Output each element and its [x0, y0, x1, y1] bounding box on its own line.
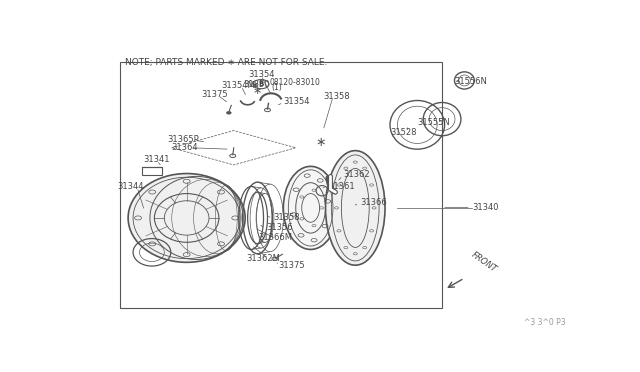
Ellipse shape [284, 166, 338, 250]
Text: ^3 3^0 P3: ^3 3^0 P3 [524, 318, 566, 327]
Text: 31375: 31375 [202, 90, 228, 99]
Text: 31358: 31358 [323, 92, 349, 101]
Text: 31354: 31354 [249, 70, 275, 79]
Ellipse shape [326, 151, 385, 265]
Text: 31556N: 31556N [454, 77, 487, 86]
Text: 31350: 31350 [244, 80, 270, 89]
Text: 31555N: 31555N [417, 118, 450, 127]
Bar [142, 167, 162, 175]
Text: ∗: ∗ [253, 86, 262, 96]
Text: NOTE; PARTS MARKED ∗ ARE NOT FOR SALE.: NOTE; PARTS MARKED ∗ ARE NOT FOR SALE. [125, 58, 327, 67]
Ellipse shape [128, 173, 245, 262]
Text: B: B [259, 81, 264, 87]
Text: 08120-83010: 08120-83010 [270, 78, 321, 87]
Text: 31344: 31344 [117, 182, 144, 191]
Text: 31528: 31528 [390, 128, 417, 137]
Text: 31354M: 31354M [221, 81, 255, 90]
Text: ∗: ∗ [251, 80, 259, 90]
Text: 31366: 31366 [360, 198, 387, 207]
Text: ∗: ∗ [316, 135, 326, 148]
Text: (1): (1) [271, 83, 282, 92]
Text: 31366M: 31366M [259, 234, 292, 243]
Text: FRONT: FRONT [469, 250, 498, 274]
Text: 31340: 31340 [472, 203, 499, 212]
Text: 31362M: 31362M [246, 254, 280, 263]
Bar [120, 62, 442, 308]
Text: 31375: 31375 [278, 261, 305, 270]
Text: 31354: 31354 [284, 97, 310, 106]
Text: 31364: 31364 [172, 143, 198, 152]
Circle shape [227, 111, 231, 114]
Text: 31362: 31362 [343, 170, 369, 179]
Text: 31356: 31356 [266, 224, 292, 232]
Text: 31358: 31358 [273, 214, 300, 222]
Text: 31341: 31341 [143, 155, 170, 164]
Text: 31365P: 31365P [167, 135, 198, 144]
Text: 31361: 31361 [328, 182, 355, 191]
